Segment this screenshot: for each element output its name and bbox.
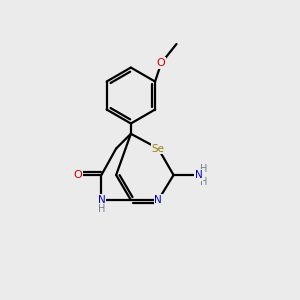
Text: O: O bbox=[74, 170, 82, 180]
Text: H: H bbox=[200, 176, 208, 187]
Text: Se: Se bbox=[152, 143, 165, 154]
Text: H: H bbox=[98, 205, 105, 214]
Text: N: N bbox=[98, 195, 105, 205]
Text: N: N bbox=[154, 195, 162, 205]
Text: H: H bbox=[200, 164, 208, 173]
Text: N: N bbox=[195, 170, 203, 180]
Text: O: O bbox=[157, 58, 166, 68]
